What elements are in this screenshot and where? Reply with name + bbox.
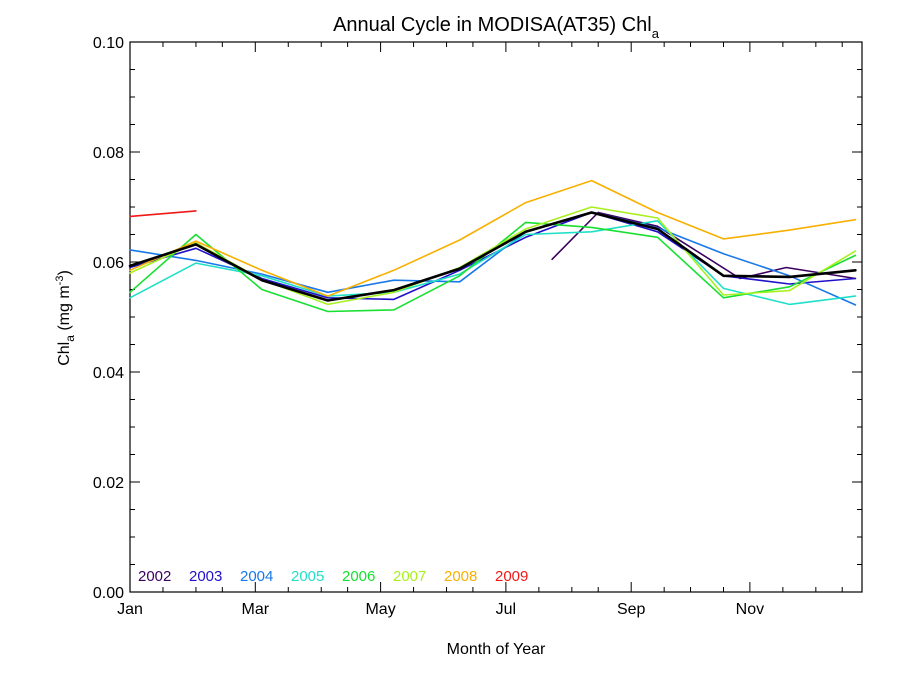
series-line-2002 [551, 211, 600, 261]
axis-ticks [129, 41, 862, 593]
series-line-2005 [129, 220, 857, 306]
tick-labels: 0.00 0.02 0.04 0.06 0.08 0.10 Jan Mar May Jul Sep N… [93, 35, 764, 618]
x-tick-label: Nov [736, 601, 764, 618]
legend-entry-2002: 2002 [138, 568, 171, 585]
x-tick-label: Jan [117, 601, 143, 618]
legend-entry-2003: 2003 [189, 568, 222, 585]
plot-frame [129, 41, 863, 593]
y-tick-label: 0.00 [93, 585, 124, 602]
x-tick-label: Jul [496, 601, 516, 618]
y-axis-label: Chla (mg m-3) [54, 270, 77, 366]
legend-entry-2006: 2006 [342, 568, 375, 585]
legend-entry-2008: 2008 [444, 568, 477, 585]
y-tick-label: 0.06 [93, 255, 124, 272]
mean-climatology-line [128, 211, 857, 302]
series-line-2009 [129, 210, 197, 218]
series-line-2004 [129, 211, 857, 306]
legend-entry-2009: 2009 [495, 568, 528, 585]
chart-title: Annual Cycle in MODISA(AT35) Chla [333, 14, 660, 41]
x-tick-label: Mar [242, 601, 270, 618]
x-axis-label: Month of Year [447, 641, 546, 658]
legend-entry-2004: 2004 [240, 568, 273, 585]
x-tick-label: May [365, 601, 395, 618]
chart-title-subscript: a [652, 26, 660, 41]
y-tick-label: 0.08 [93, 145, 124, 162]
y-tick-label: 0.04 [93, 365, 124, 382]
y-tick-label: 0.02 [93, 475, 124, 492]
x-tick-label: Sep [617, 601, 646, 618]
series-layer [128, 179, 857, 313]
y-axis-label-superscript: -3 [54, 276, 66, 286]
plot-border [129, 41, 863, 593]
legend-entry-2005: 2005 [291, 568, 324, 585]
series-line-2008 [129, 179, 857, 297]
legend: 2002 2003 2004 2005 2006 2007 2008 2009 [138, 568, 528, 585]
legend-entry-2007: 2007 [393, 568, 426, 585]
y-axis-label-subscript: a [63, 335, 77, 342]
y-tick-label: 0.10 [93, 35, 124, 52]
